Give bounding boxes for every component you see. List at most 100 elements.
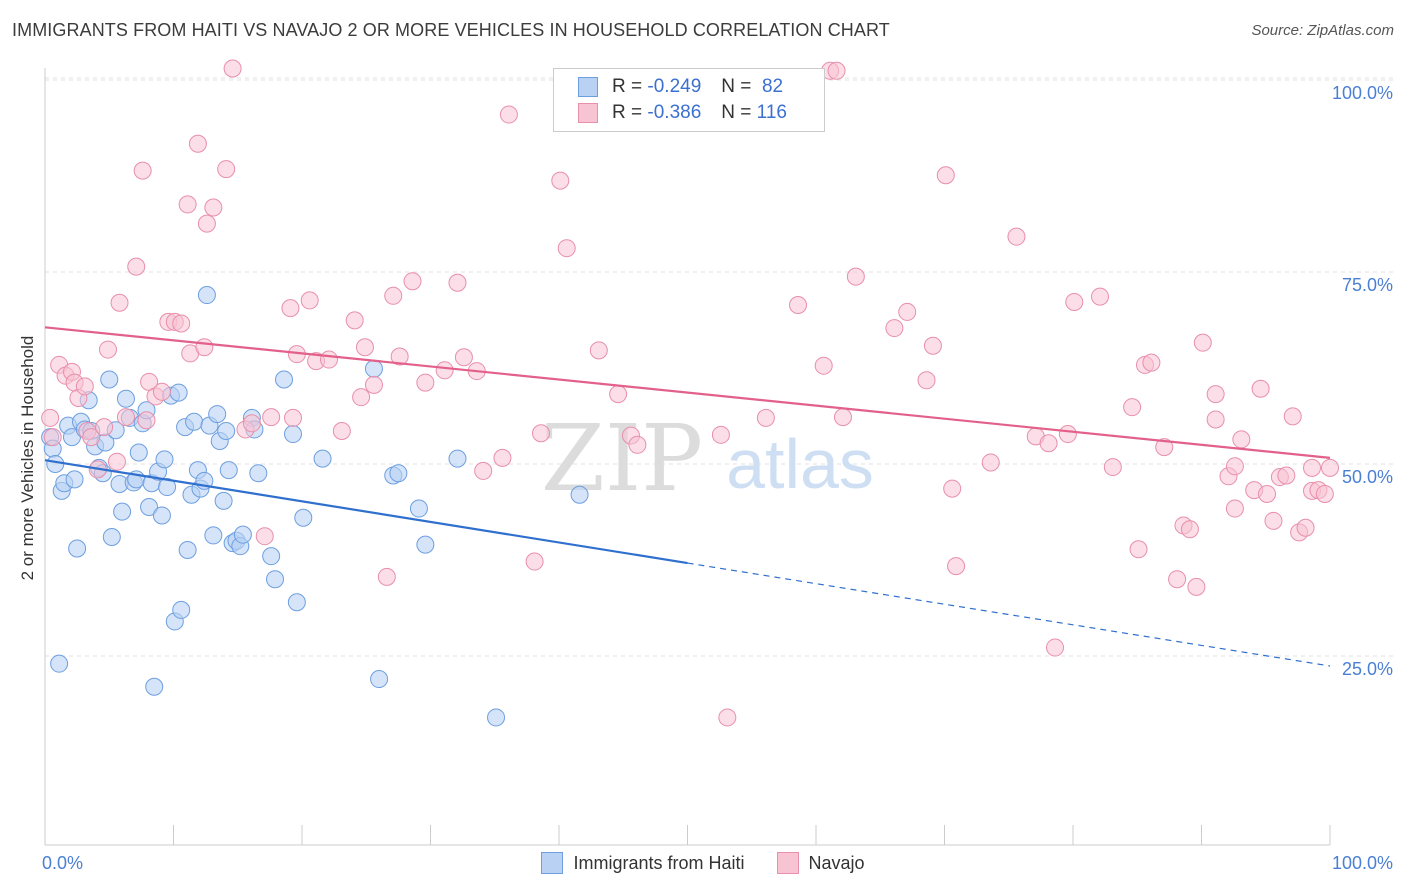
navajo-point — [217, 160, 236, 179]
navajo-point — [1090, 287, 1109, 306]
haiti-point — [50, 654, 69, 673]
navajo-point — [1142, 353, 1161, 372]
haiti-point — [145, 677, 164, 696]
haiti-point — [169, 383, 188, 402]
navajo-point — [41, 408, 60, 427]
navajo-point — [1251, 379, 1270, 398]
navajo-point — [43, 428, 62, 447]
y-tick-label: 75.0% — [1342, 275, 1393, 295]
haiti-trend-extension — [687, 562, 1331, 667]
legend-n-value-haiti: 82 — [761, 76, 784, 97]
navajo-point — [1155, 438, 1174, 457]
navajo-point — [1206, 385, 1225, 404]
navajo-point — [223, 59, 242, 78]
navajo-point — [403, 272, 422, 291]
haiti-point — [262, 547, 281, 566]
haiti-point — [102, 527, 121, 546]
legend-label-navajo: Navajo — [808, 852, 865, 873]
navajo-point — [1187, 577, 1206, 596]
legend-r-value-navajo: -0.386 — [647, 102, 702, 123]
navajo-point — [345, 311, 364, 330]
x-tick-label-min: 0.0% — [42, 853, 83, 873]
navajo-point — [981, 453, 1000, 472]
navajo-point — [1296, 518, 1315, 537]
navajo-point — [116, 408, 135, 427]
legend-n-value-navajo: 116 — [756, 102, 787, 123]
legend-item-haiti[interactable]: Immigrants from Haiti — [541, 852, 745, 874]
haiti-point — [570, 485, 589, 504]
legend-swatch-haiti — [578, 77, 598, 97]
haiti-point — [389, 464, 408, 483]
haiti-point — [217, 421, 236, 440]
navajo-point — [1225, 499, 1244, 518]
navajo-point — [1129, 540, 1148, 559]
navajo-point — [98, 340, 117, 359]
navajo-point — [448, 273, 467, 292]
legend-row-navajo: R = -0.386 N = 116 — [578, 101, 787, 125]
haiti-point — [266, 570, 285, 589]
haiti-point — [158, 478, 177, 497]
navajo-point — [1065, 292, 1084, 311]
navajo-point — [281, 299, 300, 318]
legend-item-navajo[interactable]: Navajo — [776, 852, 865, 874]
watermark-zip: ZIP — [541, 405, 703, 512]
haiti-point — [116, 389, 135, 408]
navajo-point — [474, 461, 493, 480]
navajo-point — [319, 350, 338, 369]
navajo-point — [416, 373, 435, 392]
navajo-point — [525, 552, 544, 571]
haiti-point — [287, 593, 306, 612]
haiti-point — [140, 498, 159, 517]
navajo-point — [1232, 430, 1251, 449]
navajo-point — [1315, 484, 1334, 503]
legend-n-label: N = — [721, 102, 752, 123]
navajo-point — [1225, 457, 1244, 476]
legend-r-label: R = — [612, 102, 643, 123]
haiti-point — [294, 508, 313, 527]
navajo-point — [943, 479, 962, 498]
navajo-point — [107, 452, 126, 471]
navajo-point — [833, 408, 852, 427]
navajo-point — [152, 382, 171, 401]
navajo-trend-line — [44, 326, 1331, 459]
navajo-point — [110, 293, 129, 312]
haiti-point — [284, 425, 303, 444]
navajo-point — [589, 341, 608, 360]
haiti-point — [178, 541, 197, 560]
navajo-point — [1193, 333, 1212, 352]
tick-labels: 25.0% 50.0% 75.0% 100.0% 0.0% 100.0% — [42, 83, 1393, 873]
navajo-point — [551, 171, 570, 190]
navajo-point — [814, 356, 833, 375]
navajo-point — [1206, 410, 1225, 429]
axes — [44, 68, 1331, 846]
navajo-point — [499, 105, 518, 124]
navajo-point — [172, 314, 191, 333]
navajo-point — [300, 291, 319, 310]
navajo-point — [82, 428, 101, 447]
navajo-point — [1039, 434, 1058, 453]
haiti-point — [46, 455, 65, 473]
gridlines — [45, 77, 1395, 657]
haiti-point — [65, 470, 84, 489]
trend-lines — [44, 326, 1331, 667]
legend-r-value-haiti: -0.249 — [647, 76, 702, 97]
chart-title: IMMIGRANTS FROM HAITI VS NAVAJO 2 OR MOR… — [12, 20, 890, 40]
navajo-point — [923, 336, 942, 355]
navajo-point — [255, 527, 274, 546]
series-legend: Immigrants from Haiti Navajo — [0, 852, 1406, 874]
haiti-trend-line — [44, 459, 688, 565]
haiti-point — [197, 286, 216, 305]
haiti-point — [448, 449, 467, 468]
haiti-point — [155, 450, 174, 469]
navajo-point — [1180, 520, 1199, 539]
navajo-point — [178, 195, 197, 214]
navajo-point — [628, 435, 647, 454]
navajo-point — [1103, 458, 1122, 477]
haiti-point — [204, 526, 223, 545]
source-credit: Source: ZipAtlas.com — [1251, 22, 1394, 39]
navajo-point — [1123, 398, 1142, 417]
navajo-point — [75, 377, 94, 396]
navajo-point — [133, 161, 152, 180]
haiti-point — [275, 370, 294, 389]
